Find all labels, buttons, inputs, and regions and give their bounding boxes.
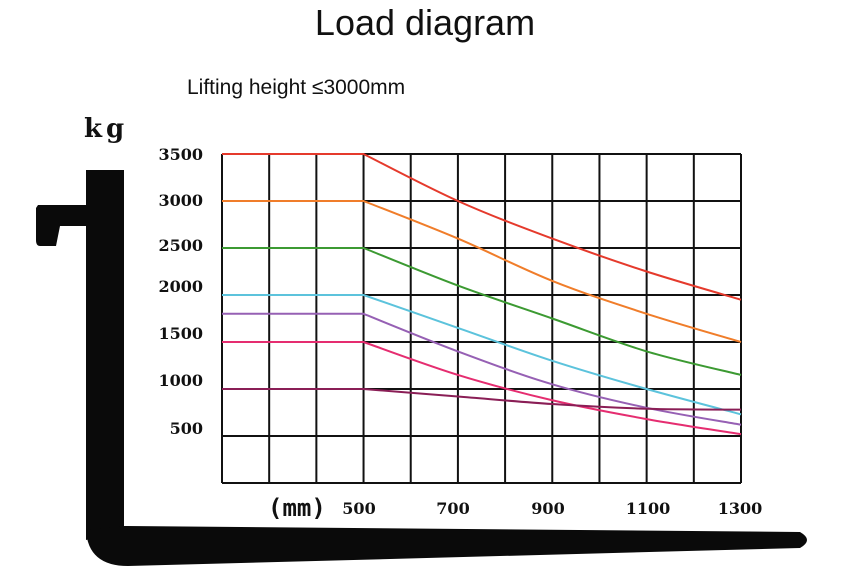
series-line-6 bbox=[222, 341, 742, 436]
series-line-5 bbox=[222, 312, 742, 426]
y-tick-label: 1000 bbox=[158, 371, 203, 390]
chart-subtitle: Lifting height ≤3000mm bbox=[187, 76, 406, 99]
y-tick-label: 500 bbox=[170, 419, 203, 438]
series-line-2 bbox=[222, 200, 742, 343]
y-axis-unit-label: kg bbox=[84, 114, 129, 144]
series-line-3 bbox=[222, 247, 742, 376]
x-tick-label: 1300 bbox=[718, 499, 763, 518]
x-axis-unit-label: (mm) bbox=[268, 494, 326, 522]
forklift-fork-icon bbox=[36, 170, 807, 566]
series-line-7 bbox=[222, 388, 742, 411]
series-line-1 bbox=[222, 153, 742, 301]
x-tick-label: 900 bbox=[531, 499, 564, 518]
y-tick-label: 1500 bbox=[158, 324, 203, 343]
chart-title: Load diagram bbox=[314, 2, 536, 43]
y-tick-label: 3500 bbox=[158, 145, 203, 164]
y-tick-label: 2500 bbox=[158, 236, 203, 255]
x-tick-label: 500 bbox=[342, 499, 375, 518]
x-tick-label: 1100 bbox=[626, 499, 671, 518]
series-line-4 bbox=[222, 294, 742, 416]
y-tick-label: 3000 bbox=[158, 191, 203, 210]
y-tick-label: 2000 bbox=[158, 277, 203, 296]
x-tick-label: 700 bbox=[436, 499, 469, 518]
